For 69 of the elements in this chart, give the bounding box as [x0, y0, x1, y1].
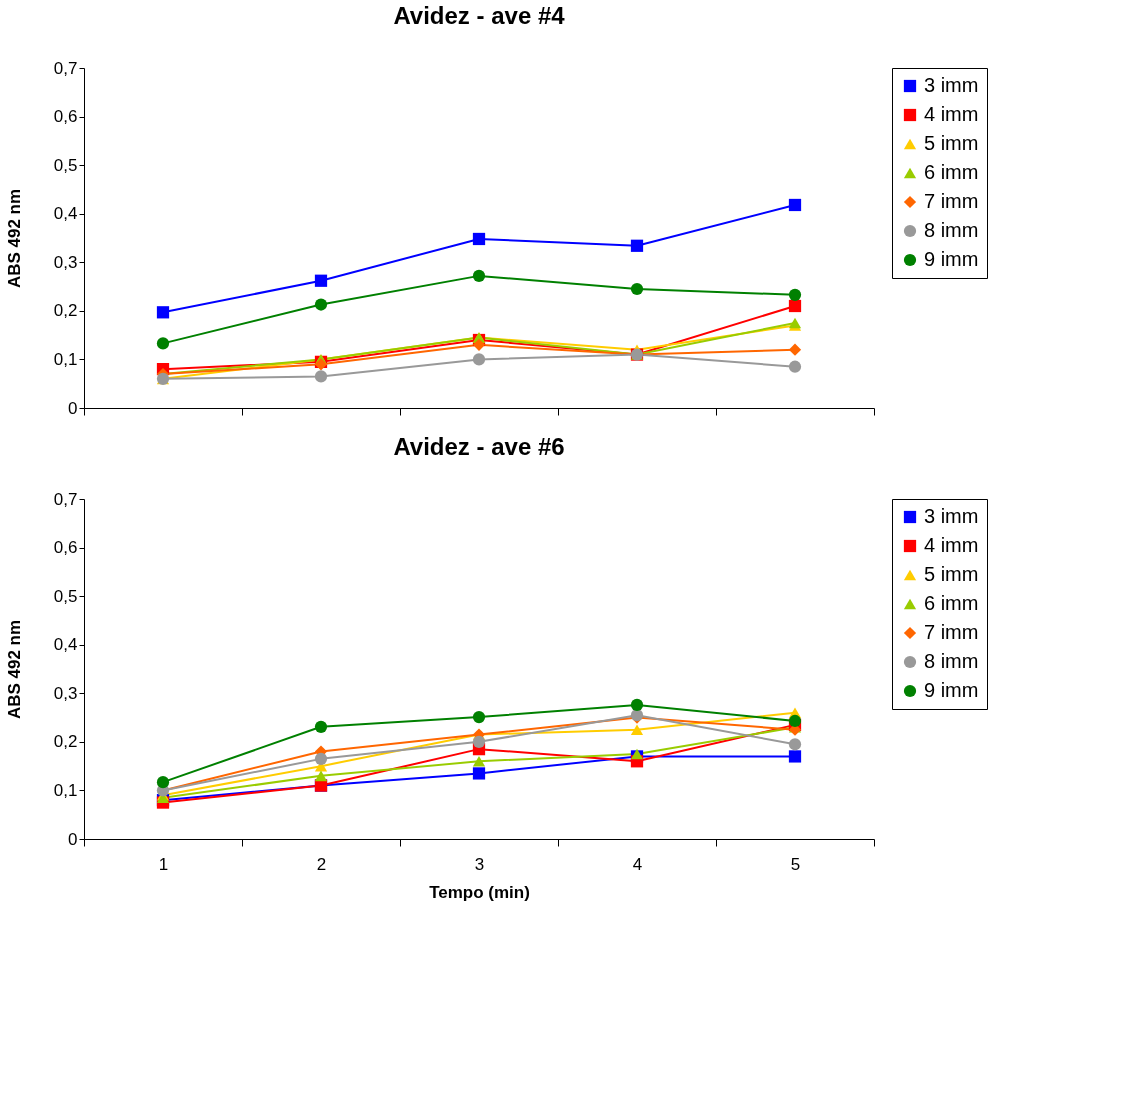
- legend-label: 9 imm: [924, 679, 979, 701]
- point: [788, 299, 802, 313]
- y-tick-label: 0,6: [53, 538, 78, 558]
- point: [314, 298, 328, 311]
- y-tick-label: 0,2: [53, 732, 78, 752]
- point: [156, 337, 170, 350]
- y-tick-label: 0: [68, 829, 78, 849]
- legend-label: 3 imm: [924, 74, 979, 96]
- point: [314, 274, 328, 287]
- legend-label: 7 imm: [924, 621, 979, 643]
- point: [314, 770, 328, 782]
- y-tick-label: 0,5: [53, 586, 78, 606]
- legend-label: 5 imm: [924, 132, 979, 154]
- point: [788, 288, 802, 301]
- y-axis-title: ABS 492 nm: [4, 619, 24, 720]
- point: [314, 720, 328, 733]
- point: [472, 767, 486, 780]
- point: [314, 752, 328, 765]
- legend-label: 8 imm: [924, 219, 979, 241]
- x-tick-label: 2: [316, 854, 327, 874]
- point: [788, 343, 802, 356]
- point: [472, 269, 486, 282]
- legend-label: 6 imm: [924, 592, 979, 614]
- chart-title: Avidez - ave #6: [393, 433, 565, 460]
- point: [630, 282, 644, 296]
- y-tick-label: 0,2: [53, 301, 78, 321]
- y-tick-label: 0,3: [53, 252, 78, 272]
- y-tick-label: 0,1: [53, 349, 78, 369]
- y-tick-label: 0,1: [53, 780, 78, 800]
- point: [630, 239, 644, 252]
- legend-label: 4 imm: [924, 103, 979, 125]
- legend-label: 3 imm: [924, 505, 979, 527]
- legend-label: 5 imm: [924, 563, 979, 585]
- point: [630, 724, 644, 736]
- y-tick-label: 0,5: [53, 155, 78, 175]
- legend-label: 8 imm: [924, 650, 979, 672]
- point: [472, 353, 486, 366]
- y-tick-label: 0: [68, 398, 78, 418]
- point: [788, 714, 802, 728]
- y-tick-label: 0,4: [53, 204, 78, 224]
- point: [472, 710, 486, 724]
- point: [788, 750, 802, 763]
- point: [788, 198, 802, 212]
- point: [630, 698, 644, 712]
- y-tick-label: 0,3: [53, 683, 78, 703]
- y-tick-label: 0,6: [53, 107, 78, 127]
- legend-label: 9 imm: [924, 248, 979, 270]
- point: [788, 738, 802, 751]
- chart-title: Avidez - ave #4: [393, 2, 566, 29]
- point: [472, 735, 486, 748]
- legend-label: 6 imm: [924, 161, 979, 183]
- y-tick-label: 0,7: [53, 489, 78, 509]
- point: [314, 370, 328, 383]
- point: [472, 338, 486, 351]
- legend-label: 4 imm: [924, 534, 979, 556]
- point: [472, 755, 486, 767]
- x-tick-label: 3: [474, 854, 485, 874]
- legend-label: 7 imm: [924, 190, 979, 212]
- point: [472, 232, 486, 246]
- y-tick-label: 0,4: [53, 635, 78, 655]
- y-tick-label: 0,7: [53, 58, 78, 78]
- point: [156, 306, 170, 319]
- point: [156, 776, 170, 789]
- x-axis-title: Tempo (min): [429, 882, 530, 902]
- point: [788, 360, 802, 373]
- x-tick-label: 4: [632, 854, 643, 874]
- x-tick-label: 1: [158, 854, 169, 874]
- x-tick-label: 5: [790, 854, 801, 874]
- y-axis-title: ABS 492 nm: [4, 188, 24, 289]
